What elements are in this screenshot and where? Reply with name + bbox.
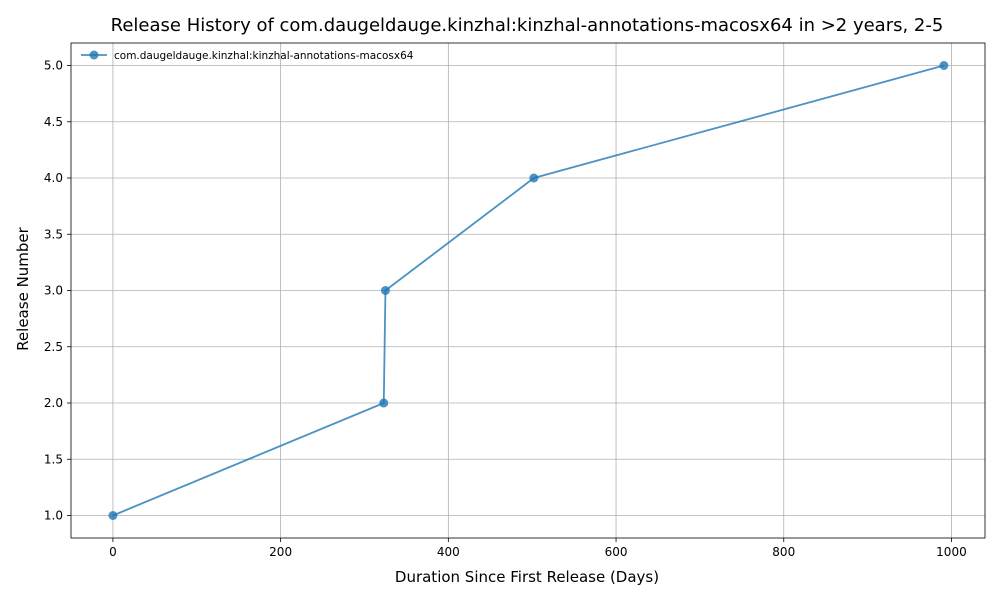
data-point bbox=[529, 173, 539, 183]
x-tick-label: 1000 bbox=[936, 545, 967, 559]
y-tick-label: 5.0 bbox=[44, 59, 63, 73]
y-tick-label: 2.0 bbox=[44, 396, 63, 410]
chart-title: Release History of com.daugeldauge.kinzh… bbox=[111, 15, 944, 36]
y-tick-label: 1.0 bbox=[44, 509, 63, 523]
y-tick-label: 3.0 bbox=[44, 284, 63, 298]
y-tick-label: 4.5 bbox=[44, 115, 63, 129]
x-axis-label: Duration Since First Release (Days) bbox=[395, 568, 659, 586]
axes: 0 200 400 600 800 1000 1.0 1.5 2.0 2.5 3.0 3.5 4.0 4.… bbox=[44, 42, 986, 559]
grid bbox=[71, 43, 985, 538]
data-point bbox=[108, 511, 118, 520]
data-point bbox=[379, 398, 389, 408]
y-tick-label: 1.5 bbox=[44, 452, 63, 466]
x-tick-label: 600 bbox=[605, 545, 628, 559]
data-point bbox=[939, 61, 949, 70]
legend-label: com.daugeldauge.kinzhal:kinzhal-annotati… bbox=[114, 50, 414, 62]
x-tick-label: 400 bbox=[437, 545, 460, 559]
x-tick-label: 800 bbox=[772, 545, 795, 559]
x-tick-label: 0 bbox=[109, 545, 117, 559]
legend: com.daugeldauge.kinzhal:kinzhal-annotati… bbox=[81, 50, 414, 62]
data-point bbox=[380, 286, 390, 295]
y-tick-label: 3.5 bbox=[44, 227, 63, 241]
series-layer bbox=[108, 61, 949, 520]
y-tick-label: 4.0 bbox=[44, 171, 63, 185]
y-axis-label: Release Number bbox=[14, 226, 32, 350]
x-tick-label: 200 bbox=[269, 545, 292, 559]
legend-marker bbox=[89, 50, 99, 60]
y-tick-label: 2.5 bbox=[44, 340, 63, 354]
